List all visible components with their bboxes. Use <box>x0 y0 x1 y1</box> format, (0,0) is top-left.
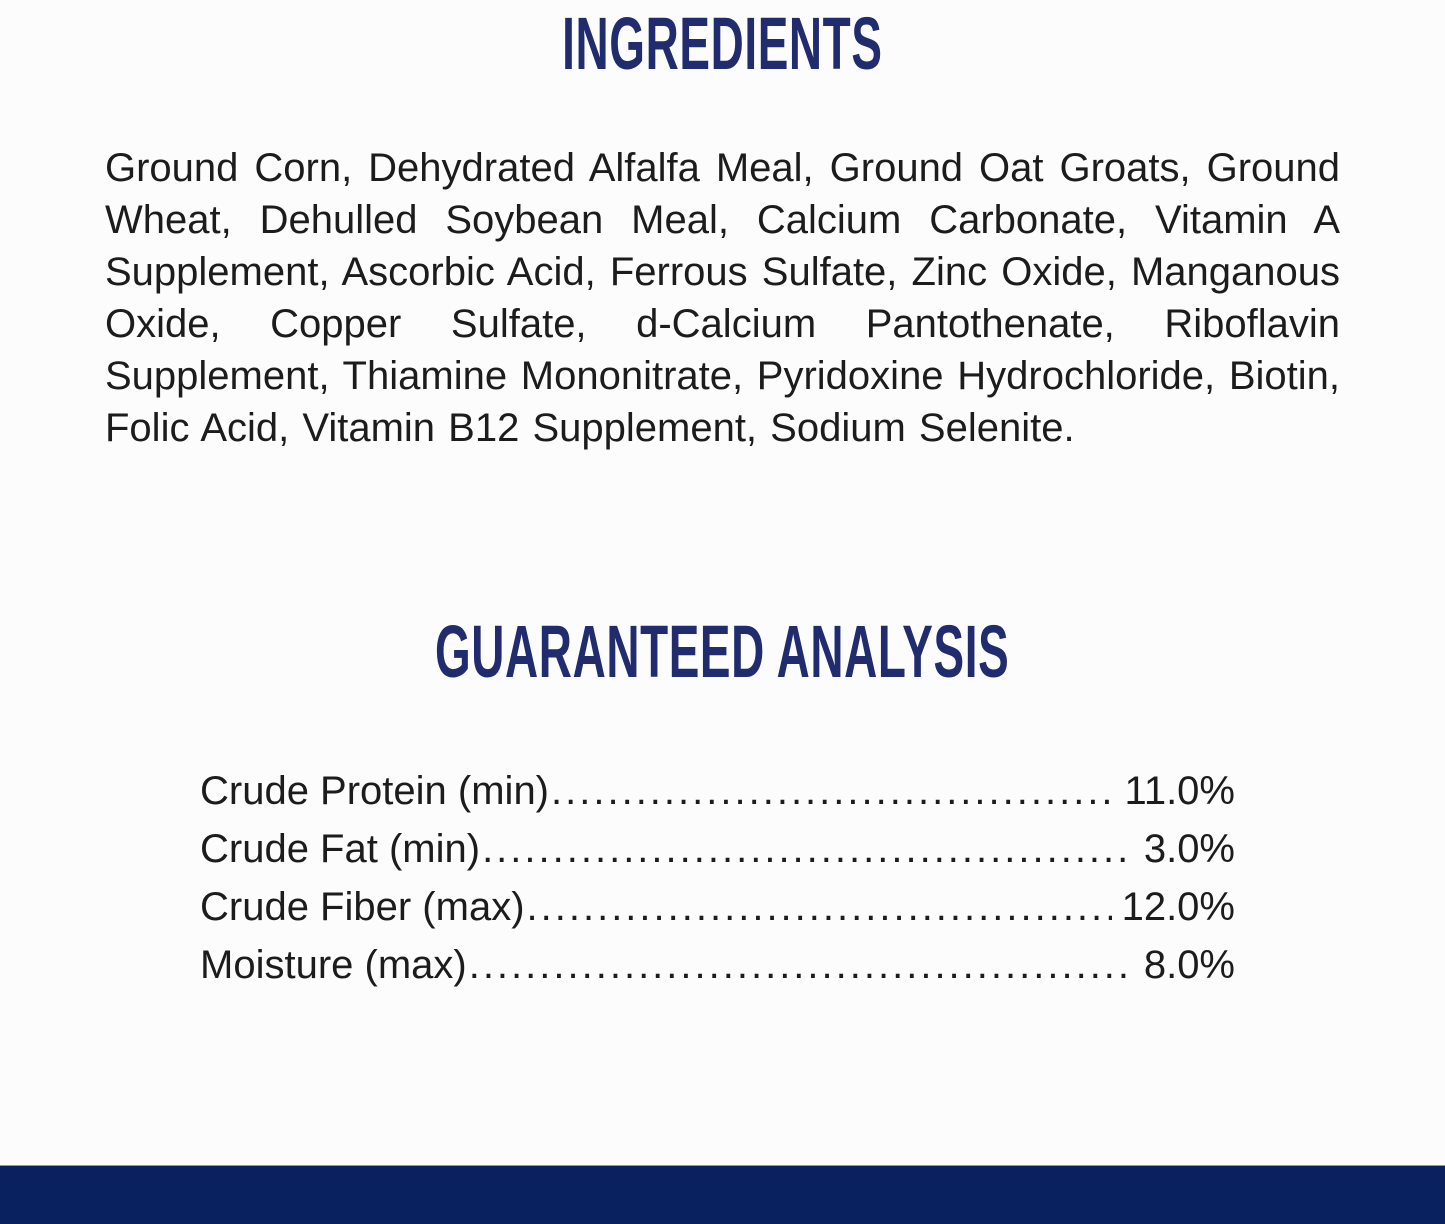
guaranteed-analysis-heading: GUARANTEED ANALYSIS <box>0 612 1445 710</box>
analysis-value: 3.0% <box>1143 827 1235 871</box>
analysis-value: 11.0% <box>1124 769 1235 813</box>
ingredients-heading-text: INGREDIENTS <box>562 2 883 85</box>
dot-leader <box>527 878 1112 936</box>
dot-leader <box>482 820 1134 878</box>
analysis-label: Crude Protein (min) <box>200 769 550 813</box>
analysis-label: Crude Fat (min) <box>200 827 481 871</box>
analysis-row-moisture: Moisture (max) 8.0% <box>200 936 1235 994</box>
navy-footer-bar <box>0 1165 1445 1224</box>
analysis-value: 8.0% <box>1143 943 1235 987</box>
guaranteed-analysis-table: Crude Protein (min) 11.0% Crude Fat (min… <box>200 762 1235 994</box>
analysis-row-crude-fat: Crude Fat (min) 3.0% <box>200 820 1235 878</box>
analysis-row-crude-fiber: Crude Fiber (max) 12.0% <box>200 878 1235 936</box>
guaranteed-analysis-heading-text: GUARANTEED ANALYSIS <box>435 610 1010 693</box>
ingredients-paragraph: Ground Corn, Dehydrated Alfalfa Meal, Gr… <box>105 146 1340 450</box>
ingredients-heading: INGREDIENTS <box>0 0 1445 98</box>
analysis-value: 12.0% <box>1121 885 1235 929</box>
analysis-label: Moisture (max) <box>200 943 467 987</box>
dot-leader <box>469 936 1134 994</box>
dot-leader <box>551 762 1115 820</box>
analysis-label: Crude Fiber (max) <box>200 885 525 929</box>
analysis-row-crude-protein: Crude Protein (min) 11.0% <box>200 762 1235 820</box>
